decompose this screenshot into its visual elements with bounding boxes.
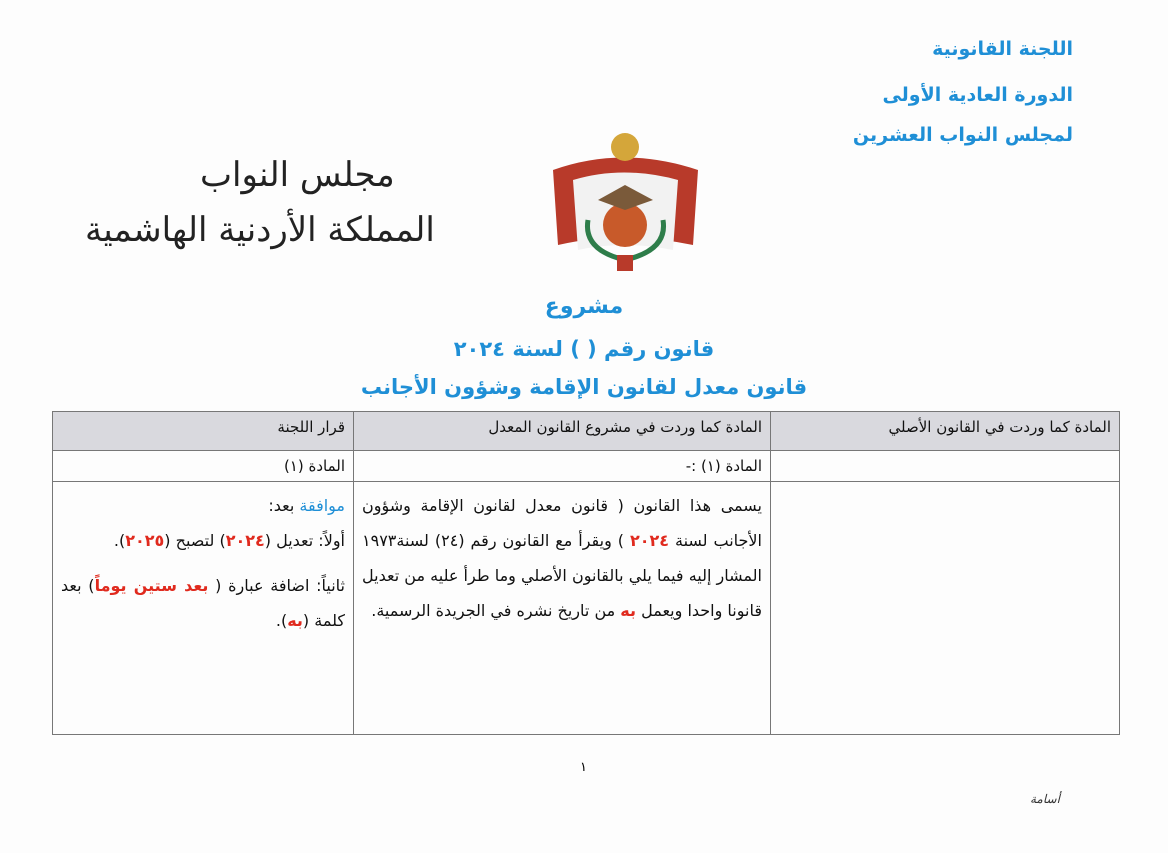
- table-row: يسمى هذا القانون ( قانون معدل لقانون الإ…: [52, 481, 1120, 735]
- council-name: لمجلس النواب العشرين: [852, 124, 1073, 146]
- cell-draft-article: المادة (١) :-: [353, 450, 771, 482]
- year-highlight: ٢٠٢٤: [629, 531, 670, 550]
- committee-name: اللجنة القانونية: [932, 38, 1073, 60]
- law-title: قانون معدل لقانون الإقامة وشؤون الأجانب: [360, 375, 808, 399]
- cell-decision-article: المادة (١): [52, 450, 354, 482]
- year-highlight: ٢٠٢٥: [125, 531, 165, 550]
- law-number: قانون رقم ( ) لسنة ٢٠٢٤: [453, 337, 715, 361]
- cell-draft-text: يسمى هذا القانون ( قانون معدل لقانون الإ…: [353, 481, 771, 735]
- table-row: المادة (١) :- المادة (١): [52, 450, 1120, 482]
- header-decision: قرار اللجنة: [52, 411, 354, 451]
- cell-original-text: [770, 481, 1120, 735]
- draft-label: مشروع: [544, 294, 624, 319]
- text: أولاً: تعديل (: [264, 531, 345, 550]
- text: ثانياً: اضافة عبارة (: [208, 576, 345, 595]
- page-number: ١: [580, 760, 587, 775]
- text: ) بعد كلمة (: [61, 576, 345, 630]
- word-highlight: به: [287, 611, 303, 630]
- text: ) ويقرأ مع القانون رقم (٢٤) لسنة١٩٧٣ الم…: [362, 531, 762, 620]
- word-highlight: به: [620, 601, 636, 620]
- text: يسمى هذا القانون ( قانون معدل لقانون الإ…: [362, 496, 762, 550]
- cell-original-article: [770, 450, 1120, 482]
- text: من تاريخ نشره في الجريدة الرسمية.: [371, 601, 621, 620]
- text: ).: [275, 611, 288, 630]
- table-header-row: المادة كما وردت في القانون الأصلي المادة…: [52, 411, 1120, 451]
- calligraphy-kingdom: المملكة الأردنية الهاشمية: [85, 210, 435, 250]
- phrase-highlight: بعد ستين يوماً: [94, 576, 209, 595]
- text: ) لتصبح (: [164, 531, 226, 550]
- header-draft: المادة كما وردت في مشروع القانون المعدل: [353, 411, 771, 451]
- coat-of-arms-emblem: [553, 133, 698, 271]
- cell-decision-text: موافقة بعد: أولاً: تعديل (٢٠٢٤) لتصبح (٢٠…: [52, 481, 354, 735]
- comparison-table: المادة كما وردت في القانون الأصلي المادة…: [52, 411, 1120, 735]
- approval-label: موافقة: [299, 496, 345, 515]
- calligraphy-house: مجلس النواب: [200, 155, 395, 195]
- text: بعد:: [268, 496, 300, 515]
- header-original: المادة كما وردت في القانون الأصلي: [770, 411, 1120, 451]
- text: ).: [113, 531, 126, 550]
- year-highlight: ٢٠٢٤: [225, 531, 265, 550]
- session-name: الدورة العادية الأولى: [882, 84, 1073, 106]
- signature: أسامة: [1030, 792, 1060, 806]
